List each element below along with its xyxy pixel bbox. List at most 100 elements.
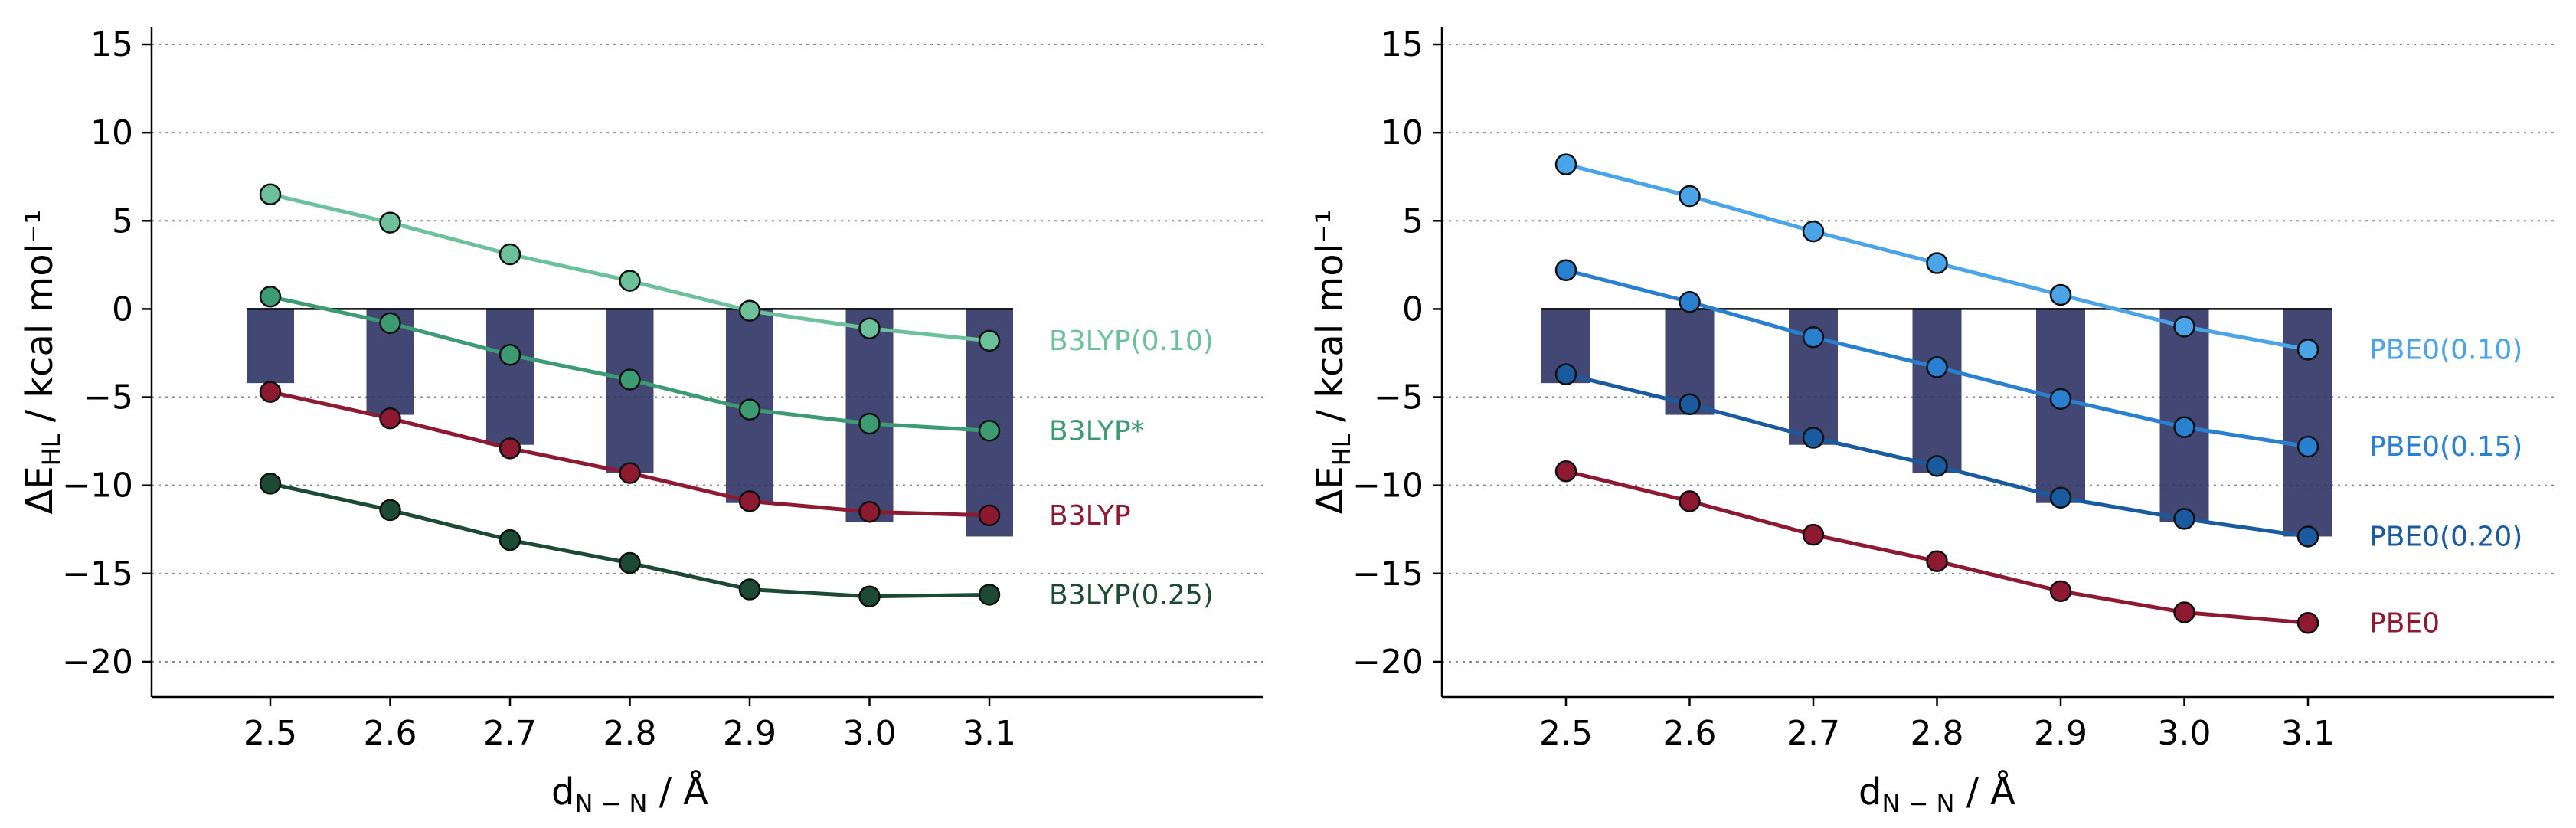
data-point	[379, 312, 401, 335]
data-point	[499, 243, 521, 266]
data-point	[1802, 523, 1825, 546]
data-point	[738, 398, 761, 421]
data-point	[1554, 460, 1577, 483]
data-point	[259, 381, 282, 403]
y-tick-label: −15	[1352, 555, 1424, 594]
bar	[606, 309, 654, 473]
data-point	[738, 578, 761, 601]
x-tick-label: 2.9	[2034, 714, 2087, 753]
data-point	[619, 270, 641, 292]
data-point	[978, 420, 1001, 442]
x-tick-label: 3.1	[2281, 714, 2335, 753]
data-point	[858, 412, 881, 435]
x-axis-title: dN − N / Å	[551, 770, 708, 818]
y-tick-label: −20	[1352, 643, 1424, 682]
data-point	[619, 462, 641, 484]
data-point	[2049, 388, 2072, 411]
data-point	[2173, 416, 2195, 438]
y-tick-label: 10	[90, 113, 133, 152]
data-point	[2296, 339, 2319, 361]
data-point	[738, 299, 761, 322]
y-tick-label: 15	[90, 25, 133, 64]
data-point	[1926, 252, 1948, 274]
data-point	[2049, 283, 2072, 306]
bar	[247, 309, 294, 384]
data-point	[858, 317, 881, 339]
data-point	[1679, 490, 1701, 512]
data-point	[2296, 435, 2319, 458]
y-tick-label: 0	[1402, 290, 1424, 329]
right-panel-chart: PBE0(0.10) PBE0(0.15) PBE0(0.20) PBE0 15 10 5 0…	[1309, 25, 2554, 818]
data-point	[738, 490, 761, 512]
left-panel-chart: B3LYP(0.10) B3LYP* B3LYP B3LYP(0.25) 15 10 5 0 −…	[18, 25, 1263, 818]
data-point	[1802, 326, 1825, 349]
y-axis-title: ΔEHL / kcal mol⁻¹	[18, 210, 66, 515]
x-tick-label: 3.0	[843, 714, 897, 753]
data-point	[1554, 153, 1577, 175]
bar	[2159, 309, 2209, 523]
data-point	[858, 585, 881, 607]
y-tick-label: −10	[62, 466, 133, 506]
data-point	[1926, 356, 1948, 378]
y-tick-label: −5	[1374, 378, 1424, 417]
data-point	[1554, 363, 1577, 385]
data-point	[858, 500, 881, 523]
data-point	[259, 473, 282, 495]
data-point	[2173, 316, 2195, 338]
series-label: B3LYP(0.10)	[1049, 326, 1214, 357]
data-point	[1802, 220, 1825, 243]
data-point	[259, 286, 282, 308]
y-tick-label: −10	[1352, 466, 1424, 506]
data-point	[2049, 486, 2072, 509]
y-axis-title: ΔEHL / kcal mol⁻¹	[1309, 210, 1356, 515]
data-point	[379, 211, 401, 234]
y-tick-label: 5	[1402, 201, 1424, 241]
data-point	[2173, 601, 2195, 623]
x-tick-label: 2.7	[1787, 714, 1840, 753]
data-point	[1679, 185, 1701, 208]
data-point	[379, 407, 401, 430]
data-point	[1679, 290, 1701, 313]
data-point	[2296, 612, 2319, 634]
series-label: PBE0(0.10)	[2369, 334, 2522, 365]
data-point	[2296, 525, 2319, 548]
bar	[1912, 309, 1962, 473]
y-tick-label: 15	[1381, 25, 1424, 64]
series-label: B3LYP(0.25)	[1049, 579, 1214, 610]
data-point	[1926, 550, 1948, 572]
data-point	[978, 584, 1001, 606]
data-point	[1554, 259, 1577, 282]
data-point	[978, 504, 1001, 527]
data-point	[1926, 455, 1948, 477]
series-label: B3LYP	[1049, 500, 1131, 532]
data-point	[499, 344, 521, 366]
data-point	[978, 329, 1001, 352]
x-tick-label: 2.5	[1539, 714, 1593, 753]
series-label: PBE0(0.15)	[2369, 431, 2522, 463]
data-point	[619, 551, 641, 574]
x-tick-label: 3.1	[963, 714, 1016, 753]
series-label: B3LYP*	[1049, 415, 1145, 447]
y-tick-label: 10	[1381, 113, 1424, 152]
x-tick-label: 2.5	[244, 714, 297, 753]
x-axis-title: dN − N / Å	[1858, 770, 2015, 818]
y-tick-label: 0	[112, 290, 133, 329]
x-tick-label: 3.0	[2158, 714, 2212, 753]
x-tick-label: 2.9	[723, 714, 776, 753]
bar	[486, 309, 534, 445]
x-tick-label: 2.6	[364, 714, 417, 753]
data-point	[2173, 508, 2195, 530]
series-label: PBE0(0.20)	[2369, 521, 2522, 552]
x-tick-label: 2.8	[1911, 714, 1964, 753]
data-point	[2049, 580, 2072, 603]
data-point	[379, 499, 401, 522]
y-tick-label: 5	[112, 201, 133, 241]
x-tick-label: 2.7	[483, 714, 537, 753]
series-label: PBE0	[2369, 607, 2440, 639]
y-tick-label: −20	[62, 643, 133, 682]
x-tick-label: 2.8	[603, 714, 657, 753]
y-tick-label: −15	[62, 555, 133, 594]
y-tick-label: −5	[83, 378, 133, 417]
data-point	[1802, 427, 1825, 449]
data-point	[1679, 393, 1701, 416]
